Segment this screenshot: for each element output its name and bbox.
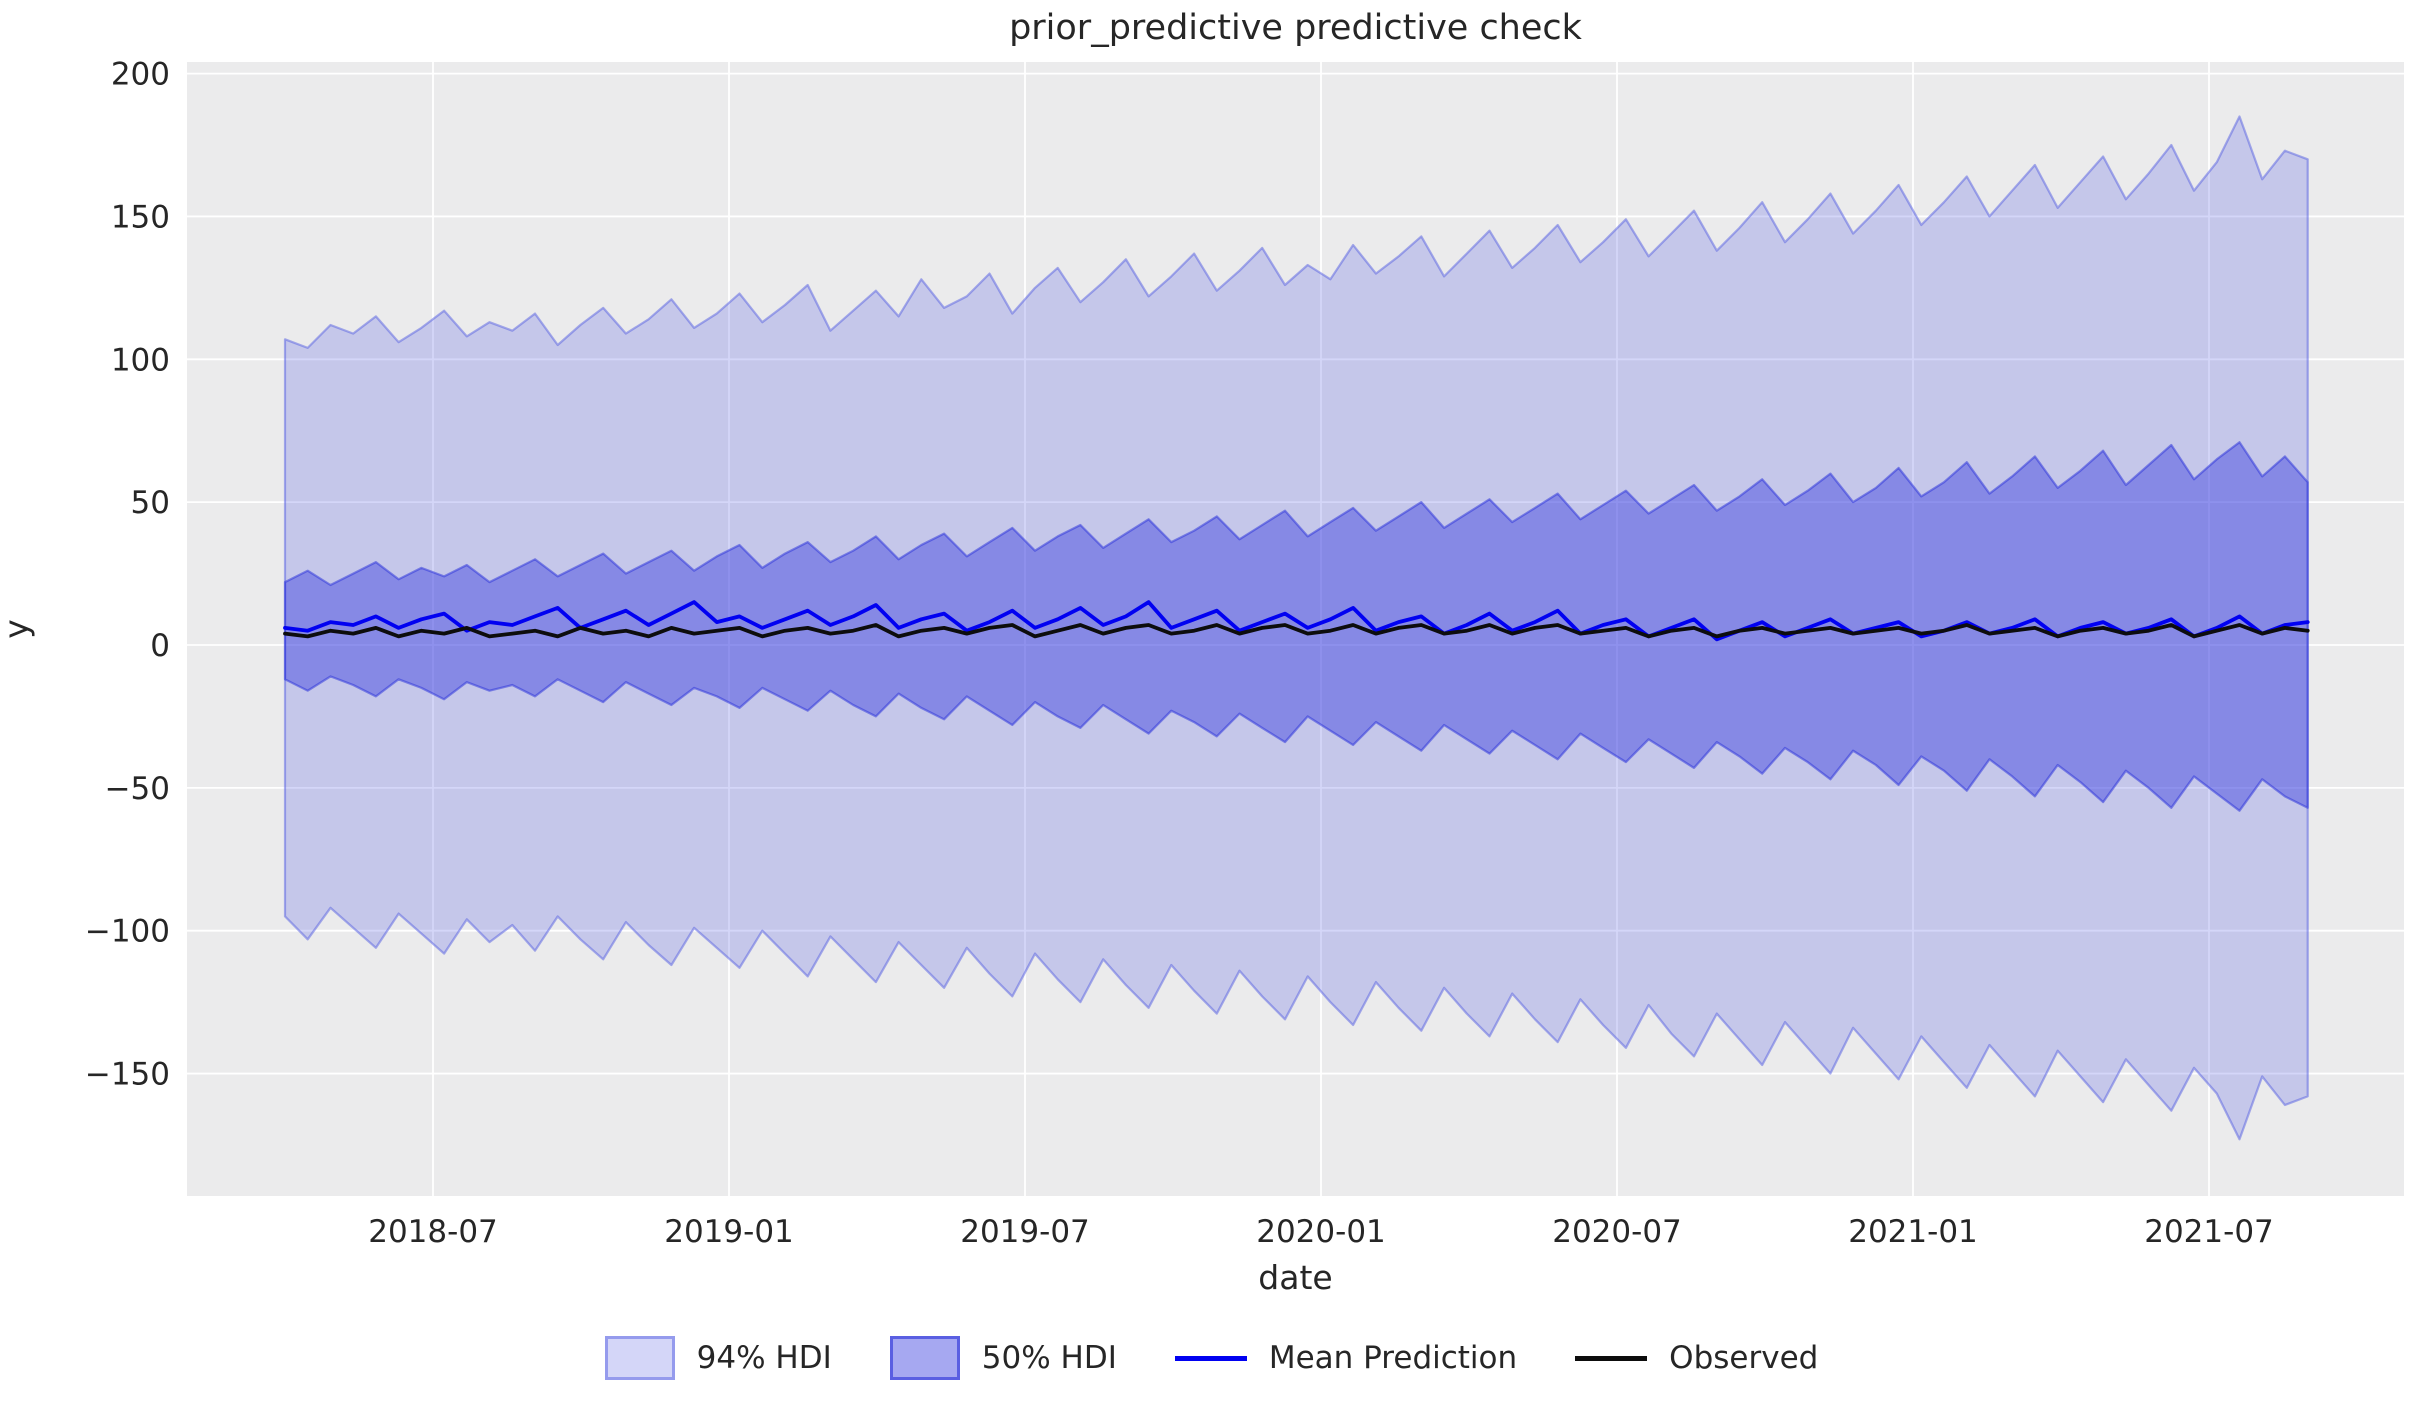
legend-item-94-hdi: 94% HDI — [604, 1336, 832, 1380]
y-tick-label: 200 — [111, 57, 170, 93]
y-tick-label: 50 — [131, 485, 170, 521]
legend-label-mean: Mean Prediction — [1268, 1340, 1518, 1376]
observed-line-icon — [1575, 1355, 1648, 1361]
mean-prediction-line — [283, 600, 2310, 642]
x-tick-label: 2020-07 — [1552, 1214, 1682, 1250]
x-tick-label: 2020-01 — [1256, 1214, 1386, 1250]
legend: 94% HDI 50% HDI Mean Prediction Observed — [0, 1336, 2423, 1380]
x-tick-label: 2021-07 — [2144, 1214, 2274, 1250]
legend-item-observed: Observed — [1575, 1340, 1818, 1376]
y-tick-label: 0 — [150, 628, 170, 664]
x-tick-label: 2018-07 — [368, 1214, 498, 1250]
y-tick-label: 100 — [111, 342, 170, 378]
legend-label-94-hdi: 94% HDI — [696, 1340, 832, 1376]
y-axis-label: y — [0, 619, 36, 639]
legend-label-observed: Observed — [1669, 1340, 1819, 1376]
observed-line — [283, 623, 2310, 639]
mean-line-icon — [1174, 1355, 1247, 1361]
hdi94-swatch-icon — [604, 1336, 675, 1380]
hdi50-band — [283, 441, 2309, 812]
y-tick-label: 150 — [111, 199, 170, 235]
chart-title: prior_predictive predictive check — [1009, 8, 1582, 48]
y-tick-label: −50 — [105, 771, 170, 807]
x-axis-label: date — [1258, 1258, 1333, 1297]
x-tick-label: 2019-07 — [960, 1214, 1090, 1250]
hdi50-swatch-icon — [889, 1336, 960, 1380]
y-tick-label: −150 — [85, 1057, 170, 1093]
y-tick-label: −100 — [85, 914, 170, 950]
x-tick-label: 2021-01 — [1848, 1214, 1978, 1250]
x-tick-label: 2019-01 — [664, 1214, 794, 1250]
legend-item-mean: Mean Prediction — [1174, 1340, 1518, 1376]
legend-label-50-hdi: 50% HDI — [981, 1340, 1117, 1376]
legend-item-50-hdi: 50% HDI — [889, 1336, 1117, 1380]
